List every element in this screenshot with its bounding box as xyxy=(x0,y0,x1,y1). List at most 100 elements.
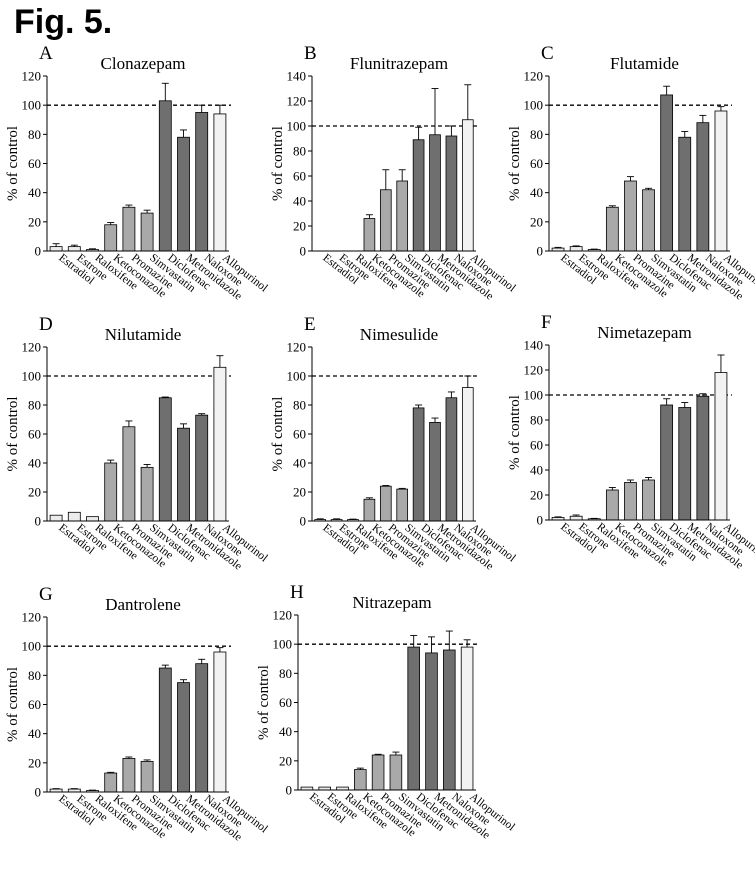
y-tick-label: 40 xyxy=(28,456,41,471)
y-tick-label: 0 xyxy=(35,244,42,259)
y-tick-label: 80 xyxy=(28,668,41,683)
bar xyxy=(461,119,474,252)
y-tick-label: 60 xyxy=(293,169,306,184)
bar xyxy=(429,421,441,522)
y-tick-label: 20 xyxy=(28,485,41,500)
y-tick-label: 60 xyxy=(28,427,41,442)
chart-title: Nilutamide xyxy=(105,325,181,344)
chart-panel-h: H Nitrazepam% of control020406080100120Es… xyxy=(256,582,517,842)
y-tick-label: 120 xyxy=(22,340,42,355)
y-tick-label: 40 xyxy=(28,726,41,741)
bar xyxy=(354,769,367,791)
y-tick-label: 40 xyxy=(293,194,306,209)
bar xyxy=(122,426,136,522)
bar xyxy=(140,760,154,793)
chart-title: Flunitrazepam xyxy=(350,54,448,73)
y-tick-label: 80 xyxy=(279,666,292,681)
bar xyxy=(158,397,172,522)
y-tick-label: 80 xyxy=(28,398,41,413)
chart-panel-g: G Dantrolene% of control020406080100120Es… xyxy=(5,584,270,844)
bar xyxy=(605,489,619,521)
y-tick-label: 20 xyxy=(28,214,41,229)
bar xyxy=(443,649,456,791)
bar xyxy=(389,754,403,791)
y-tick-label: 20 xyxy=(28,755,41,770)
y-tick-label: 80 xyxy=(293,398,306,413)
figure-title: Fig. 5. xyxy=(14,3,113,41)
bar xyxy=(158,667,172,793)
panel-letter: G xyxy=(39,584,53,605)
chart-title: Nitrazepam xyxy=(352,593,431,612)
y-tick-label: 100 xyxy=(287,369,307,384)
bar xyxy=(86,516,99,522)
y-tick-label: 0 xyxy=(286,783,293,798)
y-tick-label: 40 xyxy=(28,185,41,200)
bar xyxy=(213,113,227,252)
bar xyxy=(696,395,710,521)
y-tick-label: 140 xyxy=(287,69,307,84)
bar xyxy=(49,514,63,522)
y-tick-label: 60 xyxy=(279,695,292,710)
y-tick-label: 60 xyxy=(530,156,543,171)
y-axis-label: % of control xyxy=(5,667,21,742)
y-tick-label: 120 xyxy=(273,608,293,623)
chart-title: Flutamide xyxy=(610,54,679,73)
y-tick-label: 20 xyxy=(293,219,306,234)
y-axis-label: % of control xyxy=(507,126,523,201)
y-tick-label: 60 xyxy=(293,427,306,442)
bar xyxy=(569,515,583,521)
y-tick-label: 20 xyxy=(530,214,543,229)
bar xyxy=(429,134,441,252)
y-tick-label: 80 xyxy=(530,413,543,428)
bar xyxy=(642,189,655,252)
bar xyxy=(213,366,227,522)
bar xyxy=(177,136,190,252)
y-axis-label: % of control xyxy=(270,397,286,472)
y-tick-label: 60 xyxy=(28,156,41,171)
bar xyxy=(660,404,674,521)
y-tick-label: 0 xyxy=(537,244,544,259)
y-tick-label: 80 xyxy=(530,127,543,142)
bar xyxy=(67,511,81,522)
y-tick-label: 100 xyxy=(287,119,307,134)
bar xyxy=(445,397,458,522)
chart-title: Nimetazepam xyxy=(597,323,691,342)
panel-letter: E xyxy=(304,314,316,335)
y-tick-label: 40 xyxy=(530,463,543,478)
bar xyxy=(363,498,376,522)
y-tick-label: 120 xyxy=(287,340,307,355)
y-tick-label: 80 xyxy=(28,127,41,142)
y-axis-label: % of control xyxy=(5,126,21,201)
y-tick-label: 80 xyxy=(293,144,306,159)
chart-title: Dantrolene xyxy=(105,595,181,614)
bar xyxy=(177,427,190,522)
y-tick-label: 120 xyxy=(524,363,544,378)
bar xyxy=(678,136,692,252)
y-tick-label: 120 xyxy=(524,69,544,84)
panel-letter: D xyxy=(39,314,53,335)
bar xyxy=(660,94,674,252)
y-axis-label: % of control xyxy=(5,397,21,472)
bar xyxy=(140,212,154,252)
y-tick-label: 140 xyxy=(524,338,544,353)
chart-panel-c: C Flutamide% of control020406080100120Est… xyxy=(507,43,755,303)
y-tick-label: 100 xyxy=(22,369,42,384)
y-tick-label: 40 xyxy=(293,456,306,471)
chart-panel-b: B Flunitrazepam % of control 0 20 40 60 80 100 12… xyxy=(270,43,518,303)
y-tick-label: 0 xyxy=(35,514,42,529)
bar xyxy=(379,189,392,252)
bar xyxy=(569,246,583,252)
panel-letter: A xyxy=(39,43,53,64)
y-tick-label: 100 xyxy=(524,98,544,113)
bar xyxy=(49,246,63,252)
bar xyxy=(195,663,209,793)
chart-panel-e: E Nimesulide% of control020406080100120Es… xyxy=(270,314,518,573)
bar xyxy=(461,387,474,522)
bar xyxy=(396,488,409,522)
y-tick-label: 0 xyxy=(300,244,307,259)
y-tick-label: 120 xyxy=(22,610,42,625)
bar xyxy=(696,122,710,252)
bar xyxy=(445,135,458,252)
y-tick-label: 40 xyxy=(279,724,292,739)
